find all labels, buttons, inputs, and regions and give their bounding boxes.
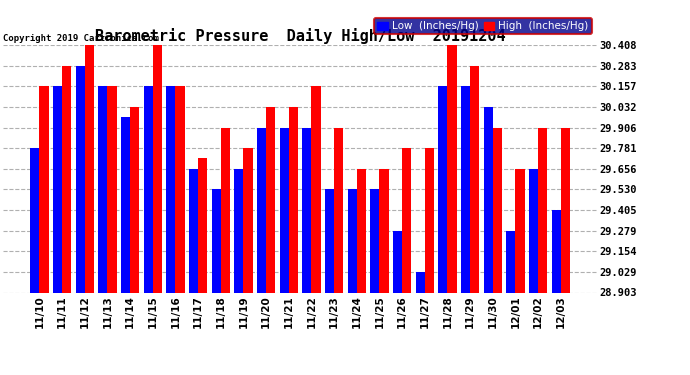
Bar xyxy=(357,169,366,292)
Bar xyxy=(461,86,470,292)
Bar xyxy=(175,86,184,292)
Bar xyxy=(311,86,321,292)
Bar xyxy=(279,128,289,292)
Bar xyxy=(493,128,502,292)
Bar xyxy=(62,66,71,292)
Bar xyxy=(39,86,48,292)
Bar xyxy=(561,128,570,292)
Text: Copyright 2019 Cartronics.com: Copyright 2019 Cartronics.com xyxy=(3,33,159,42)
Bar xyxy=(334,128,343,292)
Bar xyxy=(448,45,457,292)
Bar xyxy=(189,169,198,292)
Bar xyxy=(325,189,334,292)
Bar xyxy=(130,107,139,292)
Bar xyxy=(166,86,175,292)
Bar xyxy=(529,169,538,292)
Bar xyxy=(212,189,221,292)
Bar xyxy=(506,231,515,292)
Bar xyxy=(244,148,253,292)
Bar xyxy=(402,148,411,292)
Bar xyxy=(85,45,94,292)
Bar xyxy=(99,86,108,292)
Bar xyxy=(30,148,39,292)
Bar xyxy=(302,128,311,292)
Bar xyxy=(198,159,207,292)
Bar xyxy=(108,86,117,292)
Bar xyxy=(121,117,130,292)
Bar xyxy=(438,86,448,292)
Bar xyxy=(393,231,402,292)
Title: Barometric Pressure  Daily High/Low  20191204: Barometric Pressure Daily High/Low 20191… xyxy=(95,28,506,44)
Bar xyxy=(266,107,275,292)
Bar xyxy=(289,107,298,292)
Bar xyxy=(221,128,230,292)
Bar xyxy=(235,169,244,292)
Bar xyxy=(380,169,388,292)
Bar xyxy=(470,66,480,292)
Bar xyxy=(348,189,357,292)
Bar xyxy=(416,272,425,292)
Bar xyxy=(425,148,434,292)
Bar xyxy=(538,128,547,292)
Bar xyxy=(371,189,380,292)
Bar xyxy=(257,128,266,292)
Bar xyxy=(484,107,493,292)
Bar xyxy=(144,86,152,292)
Legend: Low  (Inches/Hg), High  (Inches/Hg): Low (Inches/Hg), High (Inches/Hg) xyxy=(374,18,591,34)
Bar xyxy=(152,45,162,292)
Bar xyxy=(552,210,561,292)
Bar xyxy=(76,66,85,292)
Bar xyxy=(53,86,62,292)
Bar xyxy=(515,169,524,292)
